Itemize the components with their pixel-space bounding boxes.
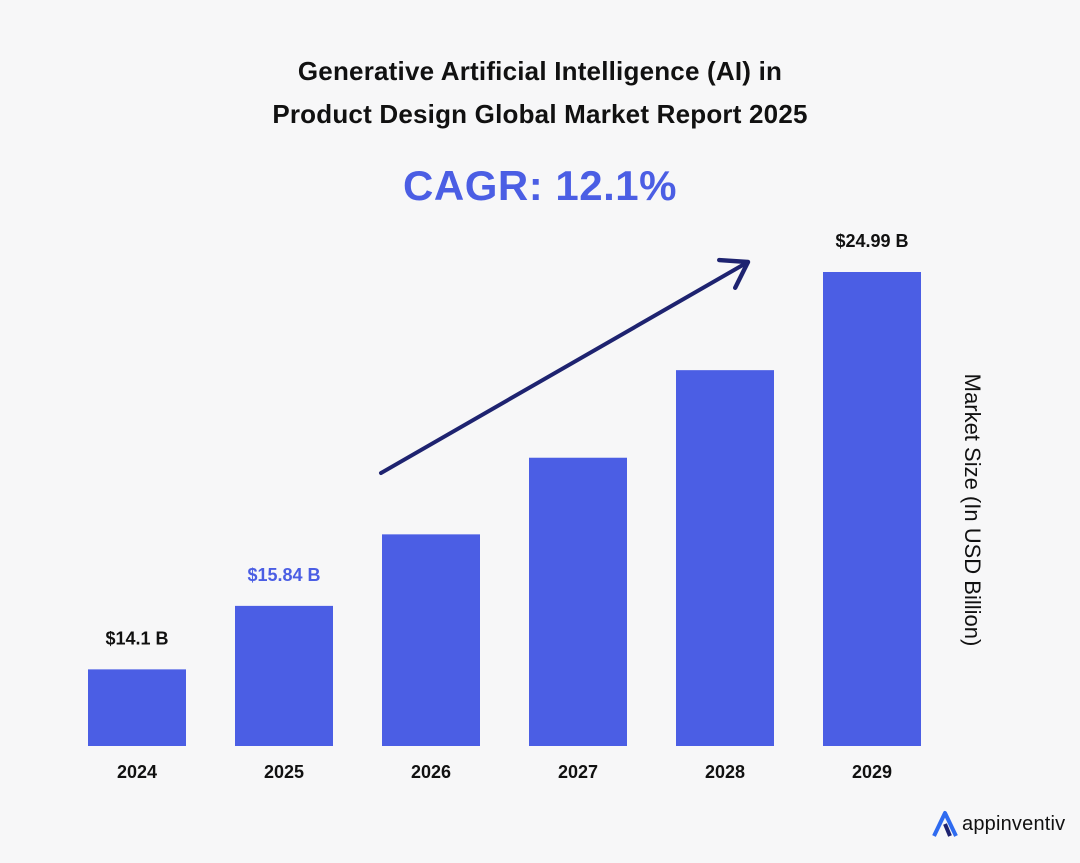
chart-title-line-1: Generative Artificial Intelligence (AI) … — [297, 56, 783, 86]
bar-2025 — [235, 605, 333, 746]
bar-2026 — [382, 534, 480, 746]
chart-title-line-2: Product Design Global Market Report 2025 — [272, 99, 808, 129]
bar-2024 — [88, 669, 186, 746]
y-axis-label: Market Size (In USD Billion) — [960, 373, 985, 647]
chart-title: Generative Artificial Intelligence (AI) … — [0, 50, 1080, 136]
data-label-2024: $14.1 B — [105, 628, 168, 648]
x-tick-2026: 2026 — [411, 762, 451, 782]
data-label-2025: $15.84 B — [247, 565, 320, 585]
cagr-label: CAGR: 12.1% — [403, 162, 677, 209]
x-tick-2027: 2027 — [558, 762, 598, 782]
x-tick-2025: 2025 — [264, 762, 304, 782]
trend-arrow-icon — [379, 257, 751, 475]
data-label-2029: $24.99 B — [835, 231, 908, 251]
brand-name: appinventiv — [962, 812, 1066, 835]
bar-2029 — [823, 272, 921, 746]
x-tick-2029: 2029 — [852, 762, 892, 782]
brand-logo: appinventiv — [932, 808, 1065, 840]
bar-2027 — [529, 457, 627, 746]
y-axis-label-wrap: Market Size (In USD Billion) — [952, 350, 992, 670]
bar-2028 — [676, 370, 774, 746]
appinventiv-logo-icon — [932, 811, 958, 837]
x-tick-2024: 2024 — [117, 762, 157, 782]
x-tick-2028: 2028 — [705, 762, 745, 782]
